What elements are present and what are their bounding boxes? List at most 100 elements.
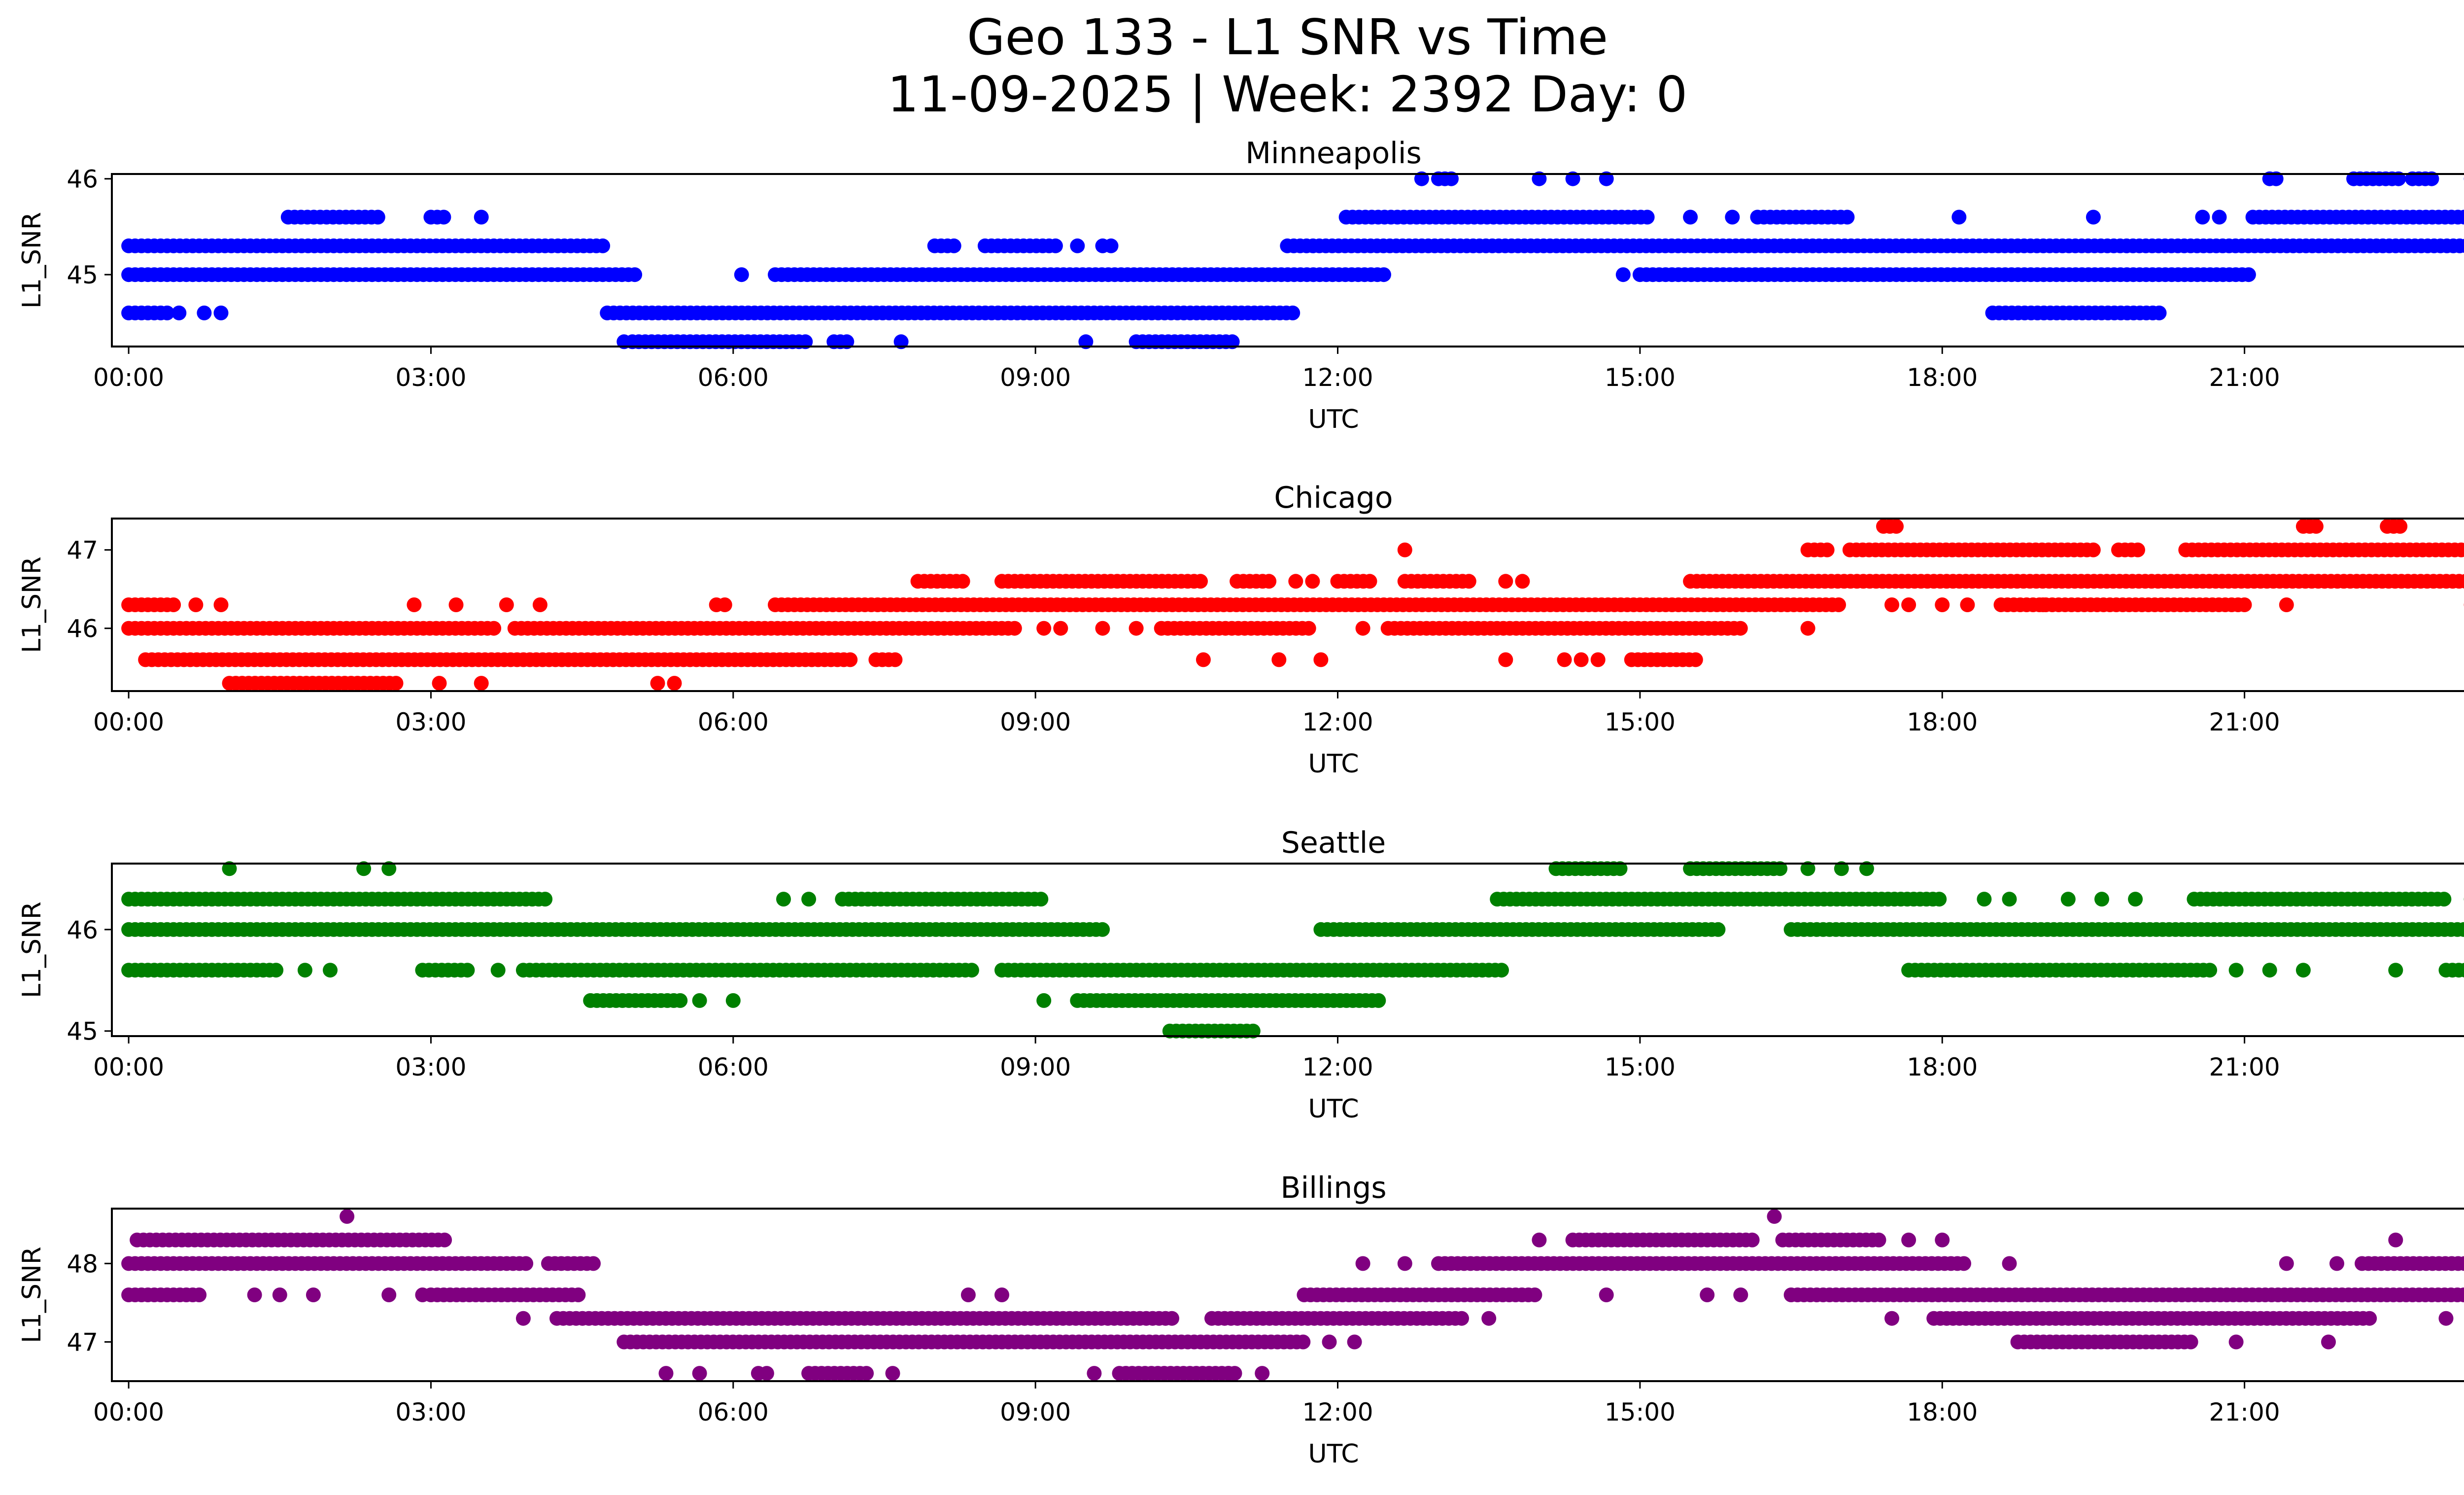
data-point: [2438, 1311, 2454, 1326]
x-tick-label: 09:00: [1000, 708, 1071, 736]
data-point: [1271, 652, 1287, 667]
data-point: [2237, 597, 2252, 612]
data-point: [859, 1366, 874, 1381]
data-point: [2002, 892, 2017, 907]
data-point: [2456, 922, 2464, 937]
data-point: [1397, 1256, 1412, 1271]
x-tick-label: 21:00: [2209, 708, 2280, 736]
x-tick-label: 03:00: [395, 1398, 466, 1426]
subplot-title: Seattle: [1281, 826, 1386, 860]
axes-frame: [111, 863, 2464, 1037]
data-point: [1711, 922, 1726, 937]
data-point: [448, 597, 464, 612]
data-point: [1301, 621, 1316, 636]
x-tick-label: 15:00: [1605, 708, 1676, 736]
data-point: [407, 597, 422, 612]
data-point: [1840, 209, 1855, 225]
data-point: [1481, 1311, 1497, 1326]
y-tick-label: 46: [67, 165, 98, 194]
subplot-title: Chicago: [1274, 481, 1393, 515]
data-point: [1371, 993, 1386, 1008]
data-point: [1733, 1287, 1748, 1302]
data-point: [160, 305, 175, 320]
data-point: [1196, 652, 1211, 667]
data-point: [2362, 1311, 2377, 1326]
data-point: [1532, 1232, 1547, 1248]
data-point: [340, 1209, 355, 1224]
data-point: [1935, 597, 1950, 612]
x-tick-label: 12:00: [1302, 708, 1373, 736]
data-point: [518, 1256, 534, 1271]
data-point: [1087, 1366, 1102, 1381]
data-point: [2183, 1334, 2198, 1350]
data-point: [2321, 1334, 2336, 1350]
x-tick-label: 15:00: [1605, 363, 1676, 392]
subplot-title: Billings: [1280, 1171, 1386, 1205]
data-point: [1355, 1256, 1370, 1271]
data-point: [1494, 963, 1509, 978]
data-point: [2212, 209, 2227, 225]
data-point: [272, 1287, 287, 1302]
data-point: [1960, 597, 1975, 612]
data-series: [121, 171, 2464, 349]
subplot-billings: Billings 00:00 03:00 06:00 09:00 12:00 15:00 18…: [17, 1171, 2464, 1469]
data-point: [437, 1232, 452, 1248]
data-point: [2262, 963, 2277, 978]
data-point: [1288, 574, 1303, 589]
data-point: [2457, 209, 2464, 225]
data-point: [1935, 1232, 1950, 1248]
axes-frame: [111, 518, 2464, 692]
data-point: [1831, 597, 1846, 612]
data-point: [885, 1366, 900, 1381]
data-point: [306, 1287, 321, 1302]
data-point: [1322, 1334, 1337, 1350]
data-point: [370, 209, 385, 225]
data-point: [650, 676, 665, 691]
data-point: [1733, 621, 1748, 636]
data-point: [595, 238, 611, 253]
data-point: [1347, 1334, 1362, 1350]
data-point: [356, 861, 372, 876]
data-point: [2228, 1334, 2244, 1350]
data-point: [1527, 1287, 1542, 1302]
data-point: [692, 993, 707, 1008]
y-axis-label: L1_SNR: [17, 556, 47, 653]
data-point: [1007, 621, 1022, 636]
data-point: [1800, 861, 1815, 876]
x-axis-label: UTC: [1308, 1094, 1359, 1124]
subplot-minneapolis: Minneapolis 00:00 03:00 06:00 09:00 12:00 15:0…: [17, 136, 2464, 434]
x-tick-label: 15:00: [1605, 1053, 1676, 1081]
x-tick-label: 03:00: [395, 363, 466, 392]
data-point: [2002, 1256, 2017, 1271]
data-point: [381, 861, 397, 876]
data-point: [460, 963, 475, 978]
figure-title-line-1: Geo 133 - L1 SNR vs Time: [967, 8, 1608, 66]
data-point: [1951, 209, 1967, 225]
data-point: [538, 892, 553, 907]
data-point: [1640, 209, 1655, 225]
y-tick-label: 48: [67, 1250, 98, 1278]
data-point: [1036, 993, 1052, 1008]
data-point: [2035, 597, 2051, 612]
x-tick-label: 12:00: [1302, 363, 1373, 392]
data-point: [1901, 1232, 1916, 1248]
x-axis-label: UTC: [1308, 749, 1359, 779]
x-tick-label: 03:00: [395, 708, 466, 736]
data-point: [2279, 1256, 2294, 1271]
x-tick-label: 21:00: [2209, 1398, 2280, 1426]
data-point: [2130, 542, 2145, 557]
data-point: [171, 305, 187, 320]
data-point: [1245, 1023, 1261, 1039]
data-point: [1397, 542, 1412, 557]
data-point: [960, 1287, 976, 1302]
data-point: [1773, 861, 1788, 876]
data-point: [213, 305, 229, 320]
x-tick-label: 18:00: [1907, 1398, 1978, 1426]
data-point: [1048, 238, 1063, 253]
x-tick-label: 00:00: [93, 1053, 164, 1081]
data-point: [2308, 519, 2324, 534]
data-point: [1599, 1287, 1614, 1302]
data-point: [2436, 892, 2452, 907]
data-point: [1884, 1311, 1899, 1326]
